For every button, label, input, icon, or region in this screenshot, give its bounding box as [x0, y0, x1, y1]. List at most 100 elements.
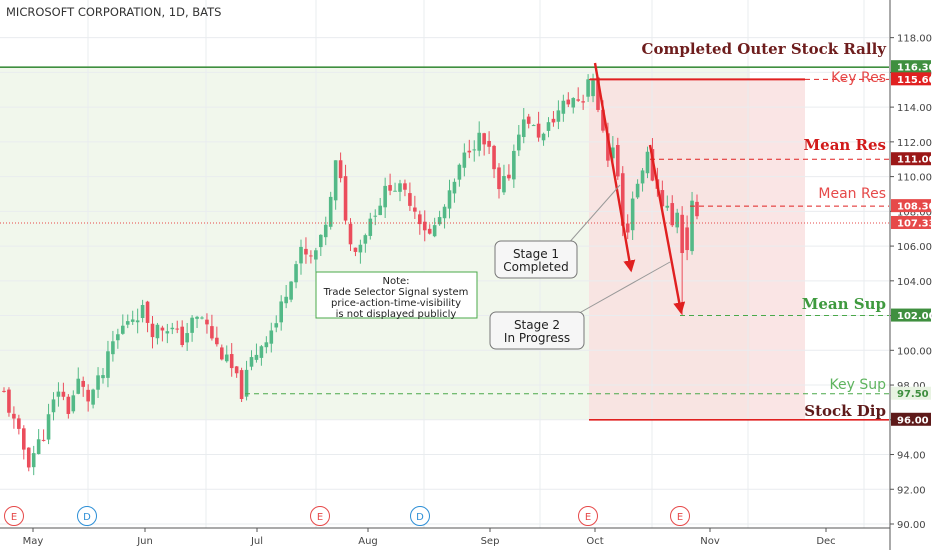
- level-label: Key Sup: [830, 377, 887, 393]
- price-flag: [891, 215, 931, 229]
- candle-body: [7, 389, 11, 413]
- candle-body: [101, 375, 105, 379]
- candle-body: [620, 173, 625, 226]
- x-tick-label: Aug: [358, 536, 378, 547]
- candle-body: [427, 228, 432, 234]
- candle-body: [289, 281, 293, 300]
- y-tick-label: 90.00: [897, 520, 926, 531]
- candle-body: [517, 134, 521, 151]
- candle-body: [531, 125, 536, 127]
- candle-body: [630, 198, 635, 231]
- stage1-callout-box: [494, 240, 578, 279]
- candle-body: [625, 223, 630, 233]
- event-marker[interactable]: [578, 506, 598, 526]
- event-marker[interactable]: [310, 506, 330, 526]
- candle-body: [106, 351, 110, 378]
- candle-body: [294, 264, 298, 283]
- x-tick-label: Oct: [586, 536, 603, 547]
- candle-body: [76, 378, 81, 394]
- candle-body: [398, 183, 402, 192]
- event-marker[interactable]: [410, 506, 430, 526]
- y-tick-label: 112.00: [897, 138, 932, 149]
- chart-title: MICROSOFT CORPORATION, 1D, BATS: [6, 5, 222, 19]
- candle-body: [546, 122, 551, 131]
- stage2-callout-text: In Progress: [504, 331, 570, 345]
- candle-body: [259, 346, 264, 358]
- event-marker[interactable]: [4, 506, 24, 526]
- price-flag-label: 96.00: [897, 415, 929, 426]
- candle-body: [418, 214, 422, 225]
- candle-body: [190, 317, 194, 333]
- candle-body: [299, 246, 303, 264]
- candle-body: [408, 193, 412, 206]
- candle-body: [234, 366, 239, 374]
- candle-body: [254, 354, 259, 360]
- event-marker-label: E: [317, 512, 323, 523]
- candle-body: [645, 151, 650, 174]
- level-labels: Completed Outer Stock Rally Key Res Mean R…: [642, 40, 888, 420]
- price-flag: [891, 72, 931, 86]
- x-tick-label: Jun: [136, 536, 153, 547]
- candle-body: [304, 248, 308, 255]
- candle-body: [452, 181, 457, 194]
- candle-body: [343, 176, 348, 221]
- candle-body: [309, 255, 313, 257]
- candles: [2, 73, 699, 476]
- event-marker[interactable]: [77, 506, 97, 526]
- candle-body: [328, 196, 333, 227]
- x-tick-label: Jul: [250, 536, 263, 547]
- candle-body: [447, 190, 452, 209]
- candle-body: [2, 390, 6, 392]
- stage1-arrow: [593, 62, 636, 273]
- candle-body: [492, 145, 496, 170]
- candle-body: [71, 395, 76, 412]
- candle-body: [556, 110, 561, 122]
- y-axis-background: [890, 0, 932, 550]
- candle-body: [561, 100, 566, 114]
- event-marker-label: E: [585, 512, 591, 523]
- candle-body: [526, 116, 531, 124]
- candle-body: [536, 123, 541, 138]
- candle-body: [338, 160, 343, 179]
- candle-body: [358, 244, 363, 253]
- candle-body: [165, 331, 170, 334]
- note-text: Trade Selector Signal system: [323, 287, 469, 298]
- price-flag: [891, 60, 931, 74]
- candle-body: [601, 109, 605, 131]
- candle-body: [487, 140, 491, 147]
- y-tick-label: 100.00: [897, 346, 932, 357]
- y-tick-label: 106.00: [897, 242, 932, 253]
- price-flag: [891, 152, 931, 166]
- candle-body: [244, 369, 249, 397]
- candle-body: [497, 167, 501, 190]
- price-flag-label: 97.50: [897, 389, 929, 400]
- event-marker-label: D: [83, 512, 91, 523]
- levels: [0, 66, 889, 421]
- candle-body: [323, 224, 328, 238]
- note-text: price-action-time-visibility: [331, 298, 461, 309]
- y-tick-label: 108.00: [897, 207, 932, 218]
- candle-body: [86, 389, 90, 402]
- level-label: Key Res: [831, 70, 886, 86]
- candle-body: [586, 79, 590, 97]
- stage2-arrow: [648, 144, 686, 315]
- candle-body: [170, 327, 175, 330]
- candle-body: [507, 174, 511, 179]
- candle-body: [111, 341, 115, 355]
- candle-body: [373, 215, 378, 217]
- candle-body: [378, 205, 382, 216]
- candle-body: [224, 354, 229, 362]
- candle-body: [51, 399, 56, 413]
- note-text: is not displayed publicly: [336, 309, 457, 320]
- candle-body: [160, 327, 165, 331]
- candle-body: [22, 428, 26, 450]
- candle-body: [477, 132, 481, 151]
- level-label: Mean Sup: [802, 295, 886, 313]
- candle-body: [422, 221, 427, 231]
- candle-body: [81, 380, 85, 387]
- candle-body: [185, 333, 189, 343]
- event-marker[interactable]: [670, 506, 690, 526]
